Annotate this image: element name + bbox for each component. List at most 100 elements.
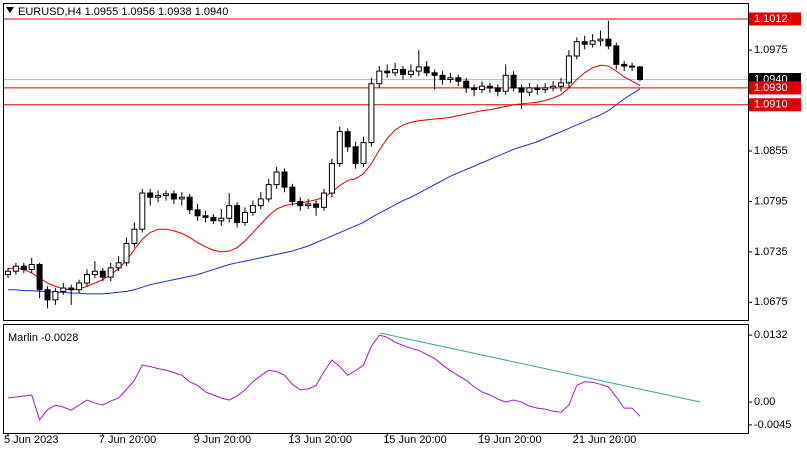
candle-body xyxy=(613,45,620,65)
candle-body xyxy=(344,131,351,148)
candle-body xyxy=(542,87,549,91)
candle-body xyxy=(281,171,288,188)
candle-body xyxy=(455,77,462,82)
chart-title: EURUSD,H4 1.0955 1.0956 1.0938 1.0940 xyxy=(18,6,228,18)
moving-average xyxy=(8,88,641,295)
candle-body xyxy=(297,200,304,207)
candle-body xyxy=(249,205,256,213)
indicator-panel xyxy=(3,324,749,434)
candle-body xyxy=(494,87,501,92)
candle-body xyxy=(178,196,185,200)
candle-body xyxy=(210,216,217,222)
candle-body xyxy=(242,211,248,223)
candle-body xyxy=(218,217,225,222)
y-tick-label: 1.0795 xyxy=(754,195,788,207)
candle-body xyxy=(471,87,478,91)
x-tick-label: 7 Jun 20:00 xyxy=(99,434,157,446)
candle-body xyxy=(289,186,296,202)
candle-body xyxy=(510,74,517,89)
candle-body xyxy=(313,203,320,208)
x-tick-label: 9 Jun 20:00 xyxy=(194,434,252,446)
candle-body xyxy=(384,70,391,74)
candle-body xyxy=(621,63,628,67)
candle-body xyxy=(91,270,98,276)
level-box xyxy=(749,98,801,112)
candle-body xyxy=(76,282,83,291)
candle-body xyxy=(502,74,509,92)
candle-body xyxy=(605,38,612,47)
candle-body xyxy=(99,270,106,278)
candle-body xyxy=(5,270,11,276)
candle-body xyxy=(170,193,177,200)
candle-body xyxy=(392,68,399,74)
candle-body xyxy=(447,77,454,81)
candle-body xyxy=(265,184,272,200)
candle-body xyxy=(400,68,406,75)
candle-body xyxy=(194,209,201,217)
candle-body xyxy=(431,72,438,76)
candle-body xyxy=(597,38,604,42)
level-label: 1.1012 xyxy=(754,13,788,25)
candle-body xyxy=(273,171,280,186)
candle-body xyxy=(479,85,485,91)
indicator-tick-label: -0.0045 xyxy=(754,419,791,431)
candle-body xyxy=(36,264,43,291)
candle-body xyxy=(155,195,162,198)
candle-body xyxy=(131,228,138,244)
candle-body xyxy=(463,80,470,89)
candle-body xyxy=(44,289,51,301)
candle-body xyxy=(139,192,146,230)
candle-body xyxy=(147,192,154,198)
indicator-label: Marlin -0.0028 xyxy=(8,332,78,344)
indicator-tick-label: 0.0132 xyxy=(754,329,788,341)
level-label: 1.0910 xyxy=(754,99,788,111)
candle-body xyxy=(573,41,580,57)
candle-body xyxy=(186,196,193,211)
candle-body xyxy=(12,265,19,272)
candle-body xyxy=(202,215,209,218)
candle-body xyxy=(637,66,643,81)
indicator-tick-label: 0.00 xyxy=(754,396,775,408)
candle-body xyxy=(52,290,59,301)
candle-body xyxy=(115,262,122,269)
x-tick-label: 5 Jun 2023 xyxy=(4,434,58,446)
candle-body xyxy=(565,55,572,84)
candle-body xyxy=(360,142,367,165)
main-panel xyxy=(3,3,749,321)
y-tick-label: 1.0975 xyxy=(754,44,788,56)
indicator-line xyxy=(7,334,641,421)
candle-body xyxy=(518,87,525,93)
candle-body xyxy=(257,198,264,207)
candle-body xyxy=(376,70,383,85)
candle-body xyxy=(20,265,27,271)
level-label: 1.0930 xyxy=(754,82,788,94)
candle-body xyxy=(84,274,90,284)
x-tick-label: 13 Jun 20:00 xyxy=(288,434,352,446)
level-box xyxy=(749,81,801,95)
candle-body xyxy=(486,85,493,89)
candle-body xyxy=(163,193,169,197)
x-tick-label: 21 Jun 20:00 xyxy=(573,434,637,446)
candle-body xyxy=(68,287,75,291)
candle-body xyxy=(550,85,557,89)
candle-body xyxy=(28,264,35,271)
candle-body xyxy=(439,74,446,81)
candle-body xyxy=(328,163,335,194)
x-tick-label: 15 Jun 20:00 xyxy=(383,434,447,446)
candle-body xyxy=(415,66,422,72)
candle-body xyxy=(526,87,533,93)
level-box xyxy=(749,12,801,26)
candle-body xyxy=(321,192,327,208)
candle-body xyxy=(589,40,596,45)
y-tick-label: 1.0675 xyxy=(754,296,788,308)
candle-body xyxy=(423,66,430,74)
candle-body xyxy=(407,70,414,75)
candle-body xyxy=(336,131,343,165)
candle-body xyxy=(368,83,375,144)
candle-body xyxy=(305,203,312,207)
candle-body xyxy=(226,205,233,219)
candle-body xyxy=(352,146,359,165)
candle-body xyxy=(581,41,588,45)
candle-body xyxy=(107,267,114,278)
